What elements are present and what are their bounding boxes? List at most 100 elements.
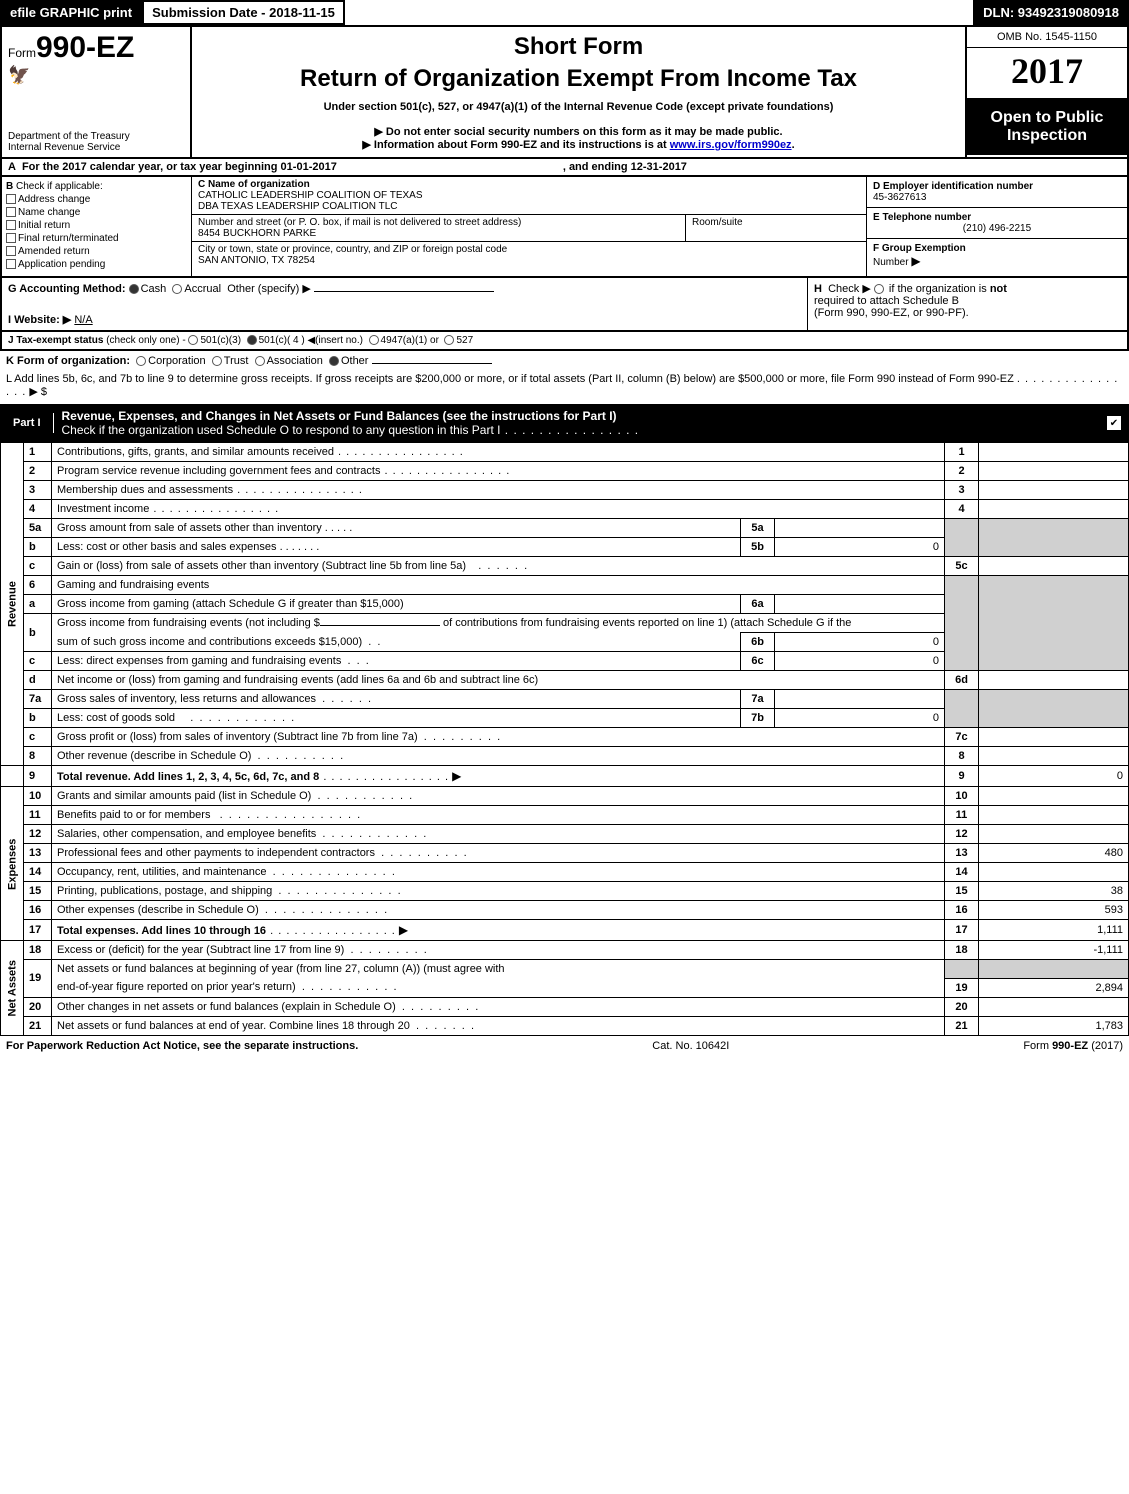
line-num: 16: [24, 901, 52, 920]
dept-treasury: Department of the Treasury: [8, 131, 130, 142]
sub-label: 7b: [741, 709, 775, 728]
radio-trust[interactable]: [212, 356, 222, 366]
table-row: Revenue 1 Contributions, gifts, grants, …: [1, 443, 1129, 462]
radio-501c3[interactable]: [188, 335, 198, 345]
chk-final-return[interactable]: Final return/terminated: [6, 233, 187, 244]
chk-amended-return[interactable]: Amended return: [6, 246, 187, 257]
h-text3: required to attach Schedule B: [814, 295, 959, 307]
line-desc: Printing, publications, postage, and shi…: [52, 882, 945, 901]
phone-value: (210) 496-2215: [873, 223, 1121, 234]
efile-print-button[interactable]: efile GRAPHIC print: [0, 0, 142, 25]
c-street-block: Number and street (or P. O. box, if mail…: [192, 215, 686, 242]
radio-accrual[interactable]: [172, 284, 182, 294]
part1-schedule-o-check[interactable]: ✔: [1106, 415, 1122, 431]
table-row: 2 Program service revenue including gove…: [1, 462, 1129, 481]
line-desc: Contributions, gifts, grants, and simila…: [52, 443, 945, 462]
revenue-side-label: Revenue: [1, 443, 24, 766]
expenses-side-label: Expenses: [1, 787, 24, 941]
def-column: D Employer identification number 45-3627…: [867, 177, 1127, 276]
h-not: not: [990, 283, 1007, 295]
form-word: Form: [8, 46, 36, 60]
i-label: I Website: ▶: [8, 314, 71, 326]
cash-label: Cash: [141, 283, 167, 295]
org-name2: DBA TEXAS LEADERSHIP COALITION TLC: [198, 201, 398, 212]
l-arrow: ▶ $: [29, 386, 47, 398]
line-mainnum: 21: [945, 1016, 979, 1035]
d-label: D Employer identification number: [873, 181, 1033, 192]
arrow-icon: ▶: [399, 923, 408, 937]
a-text2: , and ending 12-31-2017: [563, 161, 687, 173]
line-mainnum: 20: [945, 997, 979, 1016]
b-label: B: [6, 181, 13, 192]
part1-box: Part I: [1, 413, 54, 433]
line-desc: Investment income: [52, 500, 945, 519]
chk-initial-return[interactable]: Initial return: [6, 220, 187, 231]
chk-name-change[interactable]: Name change: [6, 207, 187, 218]
table-row: 13 Professional fees and other payments …: [1, 844, 1129, 863]
c-room-block: Room/suite: [686, 215, 866, 242]
irs-link[interactable]: www.irs.gov/form990ez: [670, 139, 792, 151]
line-desc: Gross profit or (loss) from sales of inv…: [52, 728, 945, 747]
tax-year: 2017: [967, 48, 1127, 99]
line-mainval: [979, 806, 1129, 825]
return-title: Return of Organization Exempt From Incom…: [202, 65, 955, 93]
line-num: 4: [24, 500, 52, 519]
line-num: 15: [24, 882, 52, 901]
table-row: 15 Printing, publications, postage, and …: [1, 882, 1129, 901]
chk-address-change[interactable]: Address change: [6, 194, 187, 205]
line-desc: Gain or (loss) from sale of assets other…: [52, 557, 945, 576]
a-text1: For the 2017 calendar year, or tax year …: [22, 161, 337, 173]
radio-cash[interactable]: [129, 284, 139, 294]
table-row: 21 Net assets or fund balances at end of…: [1, 1016, 1129, 1035]
line-mainval: [979, 671, 1129, 690]
short-form-title: Short Form: [202, 33, 955, 61]
k-other-line[interactable]: [372, 363, 492, 364]
line-mainval: [979, 557, 1129, 576]
h-text4: (Form 990, 990-EZ, or 990-PF).: [814, 307, 969, 319]
street-label: Number and street (or P. O. box, if mail…: [198, 217, 521, 228]
6b-blank[interactable]: [320, 625, 440, 626]
line-num: c: [24, 728, 52, 747]
k-corp: Corporation: [148, 355, 205, 367]
line-mainval: 38: [979, 882, 1129, 901]
line-desc: Grants and similar amounts paid (list in…: [52, 787, 945, 806]
h-schedule-b: H Check ▶ if the organization is not req…: [807, 278, 1127, 330]
line-desc: Total expenses. Add lines 10 through 16 …: [52, 920, 945, 941]
g-label: G Accounting Method:: [8, 283, 126, 295]
section-gh: G Accounting Method: Cash Accrual Other …: [0, 278, 1129, 332]
d-ein: D Employer identification number 45-3627…: [867, 177, 1127, 208]
line-desc: Less: cost or other basis and sales expe…: [52, 538, 741, 557]
line-mainnum: 10: [945, 787, 979, 806]
radio-527[interactable]: [444, 335, 454, 345]
radio-corp[interactable]: [136, 356, 146, 366]
k-label: K Form of organization:: [6, 355, 130, 367]
line-desc: Net income or (loss) from gaming and fun…: [52, 671, 945, 690]
line-mainval: 593: [979, 901, 1129, 920]
table-row: c Gross profit or (loss) from sales of i…: [1, 728, 1129, 747]
table-row: 12 Salaries, other compensation, and emp…: [1, 825, 1129, 844]
h-label: H: [814, 283, 822, 295]
chk-application-pending[interactable]: Application pending: [6, 259, 187, 270]
line-num: 2: [24, 462, 52, 481]
line-num: 1: [24, 443, 52, 462]
line-num: 14: [24, 863, 52, 882]
line-mainval: 1,111: [979, 920, 1129, 941]
line-mainval: -1,111: [979, 941, 1129, 960]
table-row: 17 Total expenses. Add lines 10 through …: [1, 920, 1129, 941]
line-mainnum: 16: [945, 901, 979, 920]
shaded-cell: [945, 690, 979, 728]
radio-other[interactable]: [329, 356, 339, 366]
c-column: C Name of organization CATHOLIC LEADERSH…: [192, 177, 867, 276]
radio-4947[interactable]: [369, 335, 379, 345]
radio-501c[interactable]: [247, 335, 257, 345]
line-num: 8: [24, 747, 52, 766]
line-desc: Gaming and fundraising events: [52, 576, 945, 595]
h-text2: if the organization is: [889, 283, 987, 295]
submission-date: Submission Date - 2018-11-15: [142, 0, 345, 25]
radio-assoc[interactable]: [255, 356, 265, 366]
street-value: 8454 BUCKHORN PARKE: [198, 228, 316, 239]
ein-value: 45-3627613: [873, 192, 926, 203]
h-checkbox[interactable]: [874, 284, 884, 294]
other-specify-line[interactable]: [314, 291, 494, 292]
sub-value: [775, 595, 945, 614]
